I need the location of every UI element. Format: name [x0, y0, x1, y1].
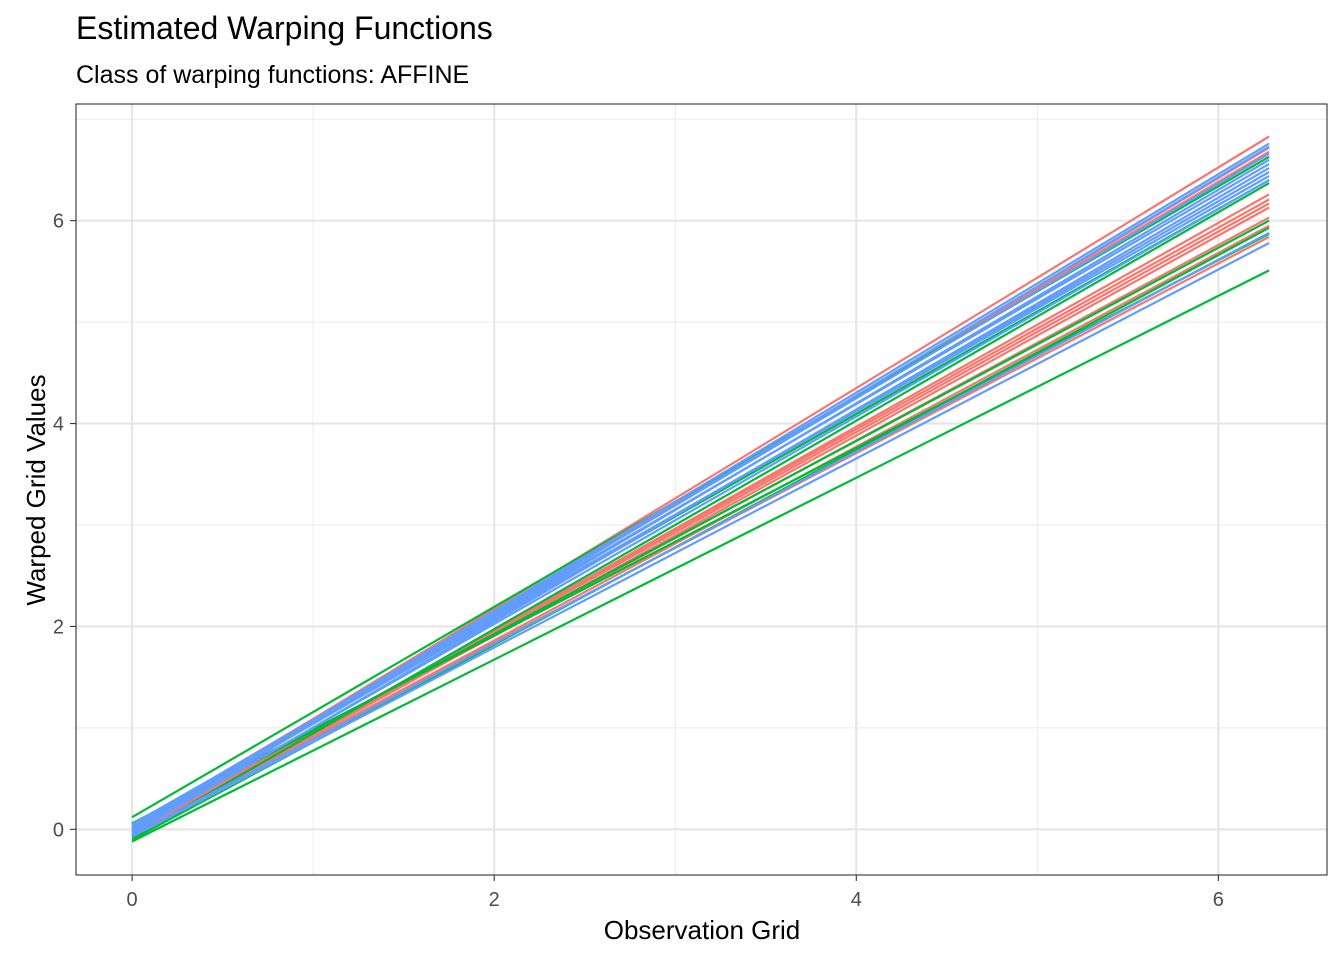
x-tick-label: 0: [127, 889, 138, 911]
x-tick-label: 2: [489, 889, 500, 911]
y-tick-label: 0: [53, 819, 64, 841]
series-line-28: [131, 242, 1270, 838]
series-line-26: [131, 179, 1270, 833]
series-line-7: [131, 206, 1270, 837]
y-tick-label: 2: [53, 616, 64, 638]
y-axis-title: Warped Grid Values: [21, 374, 51, 605]
series-line-17: [131, 269, 1270, 843]
series-line-25: [131, 175, 1270, 826]
x-tick-label: 4: [851, 889, 862, 911]
series-line-27: [131, 231, 1270, 837]
x-axis-title: Observation Grid: [604, 915, 801, 945]
x-tick-label: 6: [1213, 889, 1224, 911]
y-tick-label: 6: [53, 211, 64, 233]
series-line-13: [131, 182, 1270, 839]
panel-border: [75, 103, 1328, 876]
series-lines: [131, 135, 1270, 843]
series-line-14: [131, 219, 1270, 829]
chart-subtitle: Class of warping functions: AFFINE: [76, 61, 469, 89]
y-tick-label: 4: [53, 414, 64, 436]
axes: 0 2 4 6 0 2 4 6: [53, 211, 1224, 911]
chart-title: Estimated Warping Functions: [76, 10, 493, 46]
